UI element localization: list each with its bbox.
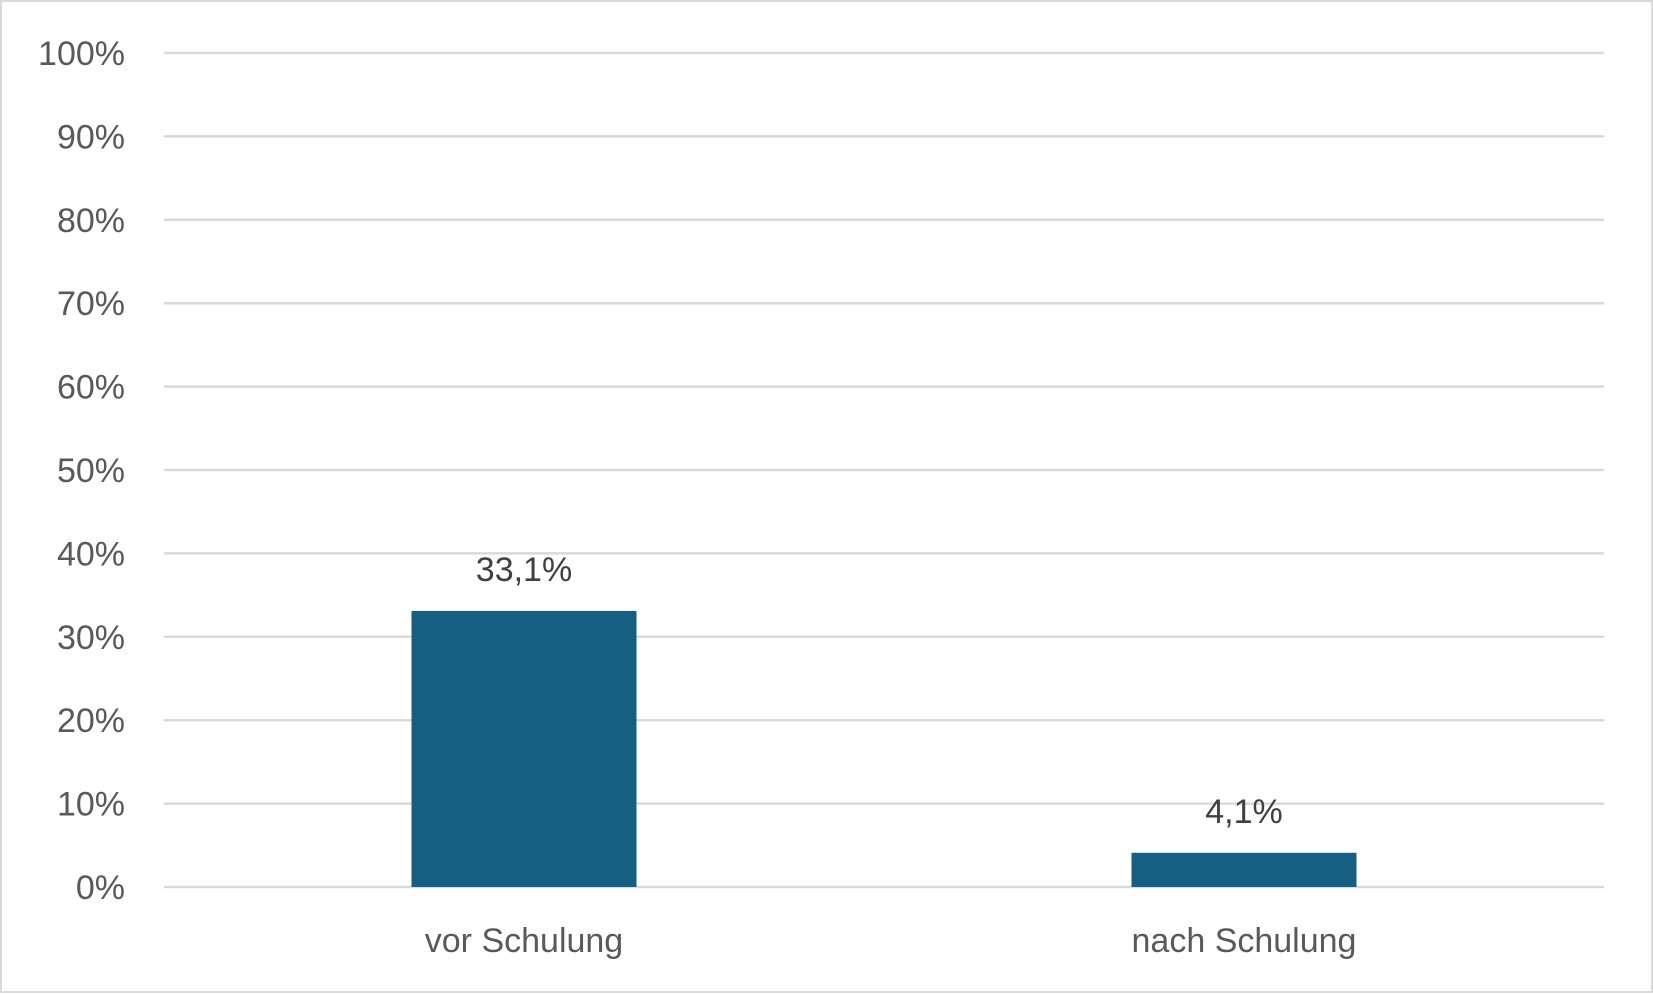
data-label: 4,1% (1205, 793, 1283, 831)
y-tick-label: 80% (57, 202, 125, 240)
x-category-label: vor Schulung (425, 922, 623, 960)
y-tick-label: 30% (57, 619, 125, 657)
y-tick-label: 0% (76, 869, 125, 907)
x-axis-category-labels: vor Schulung nach Schulung (425, 922, 1357, 960)
y-tick-label: 70% (57, 285, 125, 323)
y-tick-label: 20% (57, 702, 125, 740)
y-tick-label: 40% (57, 535, 125, 573)
y-tick-label: 50% (57, 452, 125, 490)
bar-2 (1131, 852, 1357, 887)
data-label: 33,1% (476, 551, 572, 589)
y-tick-label: 100% (38, 35, 125, 73)
x-category-label: nach Schulung (1132, 922, 1357, 960)
gridlines (164, 51, 1604, 889)
bars (411, 610, 1357, 887)
y-tick-label: 60% (57, 369, 125, 407)
data-labels: 33,1% 4,1% (476, 551, 1283, 831)
y-axis-tick-labels: 0% 10% 20% 30% 40% 50% 60% 70% 80% 90% 100% (38, 35, 125, 907)
y-tick-label: 90% (57, 118, 125, 156)
y-tick-label: 10% (57, 786, 125, 824)
bar-1 (411, 610, 637, 887)
